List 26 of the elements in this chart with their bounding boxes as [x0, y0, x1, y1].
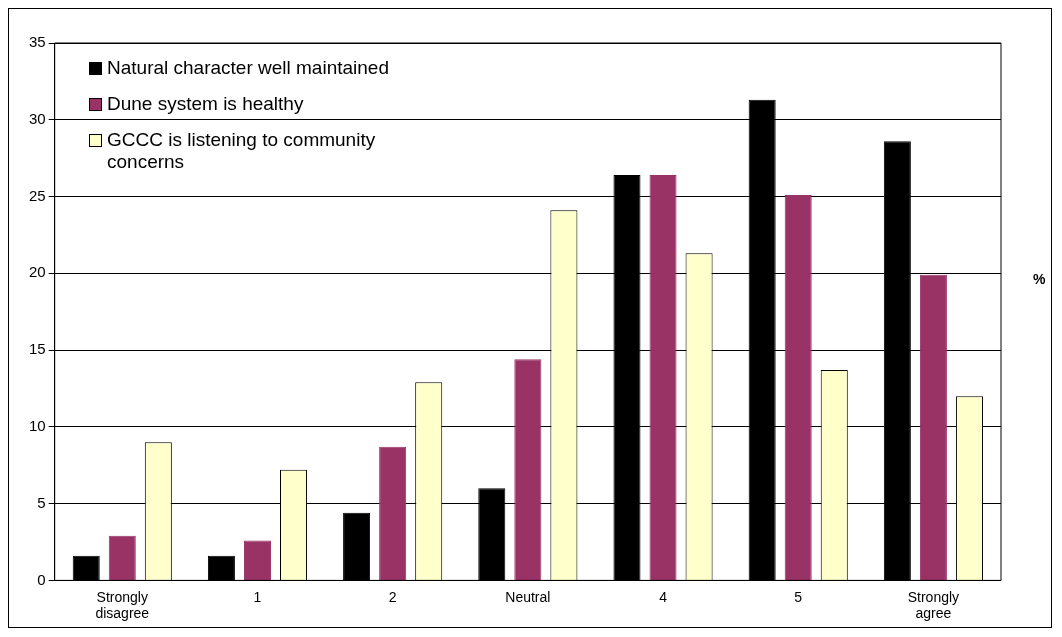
x-tick-label: 2 [388, 588, 397, 605]
x-tick-label: 4 [659, 588, 668, 605]
x-tick-label: 1 [253, 588, 262, 605]
y-tick-label: 0 [37, 570, 46, 588]
y-tick-label: 35 [29, 33, 46, 51]
x-tick-label: 5 [794, 588, 803, 605]
legend-label: Dune system is healthy [107, 93, 304, 115]
x-tick-label: Neutral [505, 588, 551, 605]
bar [919, 274, 947, 580]
y-tick-label: 25 [29, 186, 46, 204]
bar [379, 446, 407, 580]
bar [784, 195, 812, 580]
bar [649, 175, 677, 580]
y-tick-label: 30 [29, 109, 46, 127]
legend-label: GCCC is listening to community concerns [107, 129, 377, 173]
bar [108, 535, 136, 580]
bar [514, 359, 542, 580]
bar [243, 540, 271, 580]
x-tick-label: Strongly disagree [95, 588, 150, 622]
y-axis-title: % [1033, 271, 1046, 287]
y-tick-label: 5 [37, 493, 46, 511]
y-tick-label: 10 [29, 417, 46, 434]
y-tick-label: 20 [29, 263, 46, 281]
y-tick-label: 15 [29, 340, 46, 358]
legend-label: Natural character well maintained [107, 57, 389, 79]
x-tick-label: Strongly agree [907, 588, 960, 622]
